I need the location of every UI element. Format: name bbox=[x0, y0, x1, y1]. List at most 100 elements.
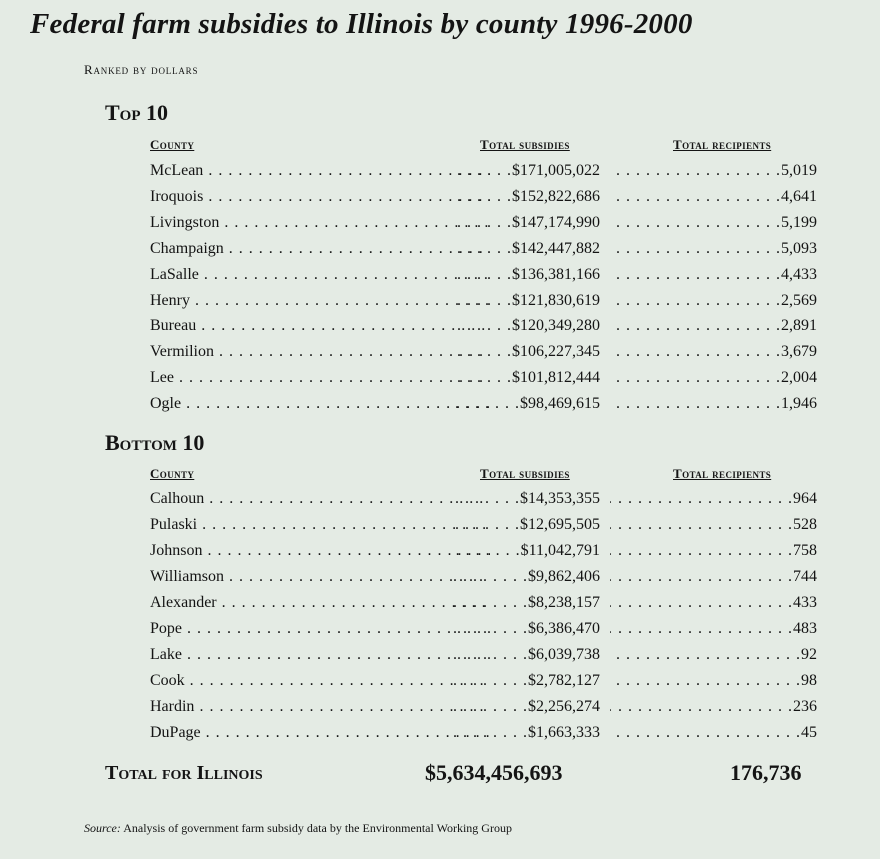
county-name: Johnson bbox=[150, 540, 490, 562]
table-row: Champaign $142,447,882 5,093 bbox=[150, 238, 817, 260]
county-name: Williamson bbox=[150, 566, 490, 588]
subsidy-amount-value: $6,039,738 bbox=[528, 646, 600, 663]
county-name: Iroquois bbox=[150, 186, 490, 208]
recipient-count-value: 45 bbox=[801, 724, 817, 741]
county-name-value: DuPage bbox=[150, 724, 201, 741]
county-name: Pope bbox=[150, 618, 490, 640]
source-text: Analysis of government farm subsidy data… bbox=[123, 821, 512, 835]
subsidy-amount-value: $8,238,157 bbox=[528, 594, 600, 611]
table-row: Williamson $9,862,406 744 bbox=[150, 566, 817, 588]
county-name: Ogle bbox=[150, 393, 490, 415]
table-row: Pope $6,386,470 483 bbox=[150, 618, 817, 640]
county-name: McLean bbox=[150, 160, 490, 182]
subsidy-amount: $171,005,022 bbox=[450, 160, 600, 182]
table-row: Cook $2,782,127 98 bbox=[150, 670, 817, 692]
subsidy-amount: $9,862,406 bbox=[450, 566, 600, 588]
recipient-count-value: 483 bbox=[793, 620, 817, 637]
recipient-count-value: 98 bbox=[801, 672, 817, 689]
subsidy-amount-value: $121,830,619 bbox=[512, 291, 600, 309]
subsidy-amount-value: $101,812,444 bbox=[512, 369, 600, 387]
top-recipients-header: Total recipients bbox=[673, 137, 772, 152]
source-label: Source: bbox=[84, 821, 121, 835]
county-name: Champaign bbox=[150, 238, 490, 260]
top-10-heading: Top 10 bbox=[105, 100, 169, 125]
table-row: LaSalle $136,381,166 4,433 bbox=[150, 264, 817, 286]
table-row: Johnson $11,042,791 758 bbox=[150, 540, 817, 562]
subsidy-amount: $142,447,882 bbox=[450, 238, 600, 260]
county-name: LaSalle bbox=[150, 264, 490, 286]
total-label: Total for Illinois bbox=[105, 762, 263, 784]
subsidy-amount-value: $11,042,791 bbox=[520, 542, 600, 559]
county-name-value: Champaign bbox=[150, 239, 224, 257]
table-row: Pulaski $12,695,505 528 bbox=[150, 514, 817, 536]
county-name: Cook bbox=[150, 670, 490, 692]
recipient-count-value: 744 bbox=[793, 568, 817, 585]
subsidy-amount: $106,227,345 bbox=[450, 341, 600, 363]
recipient-count-value: 5,019 bbox=[781, 162, 817, 179]
county-name: Henry bbox=[150, 290, 490, 312]
subsidy-amount-value: $1,663,333 bbox=[528, 724, 600, 741]
subsidy-amount: $11,042,791 bbox=[450, 540, 600, 562]
recipient-count: 5,199 bbox=[610, 212, 817, 234]
recipient-count: 1,946 bbox=[610, 393, 817, 415]
county-name: Livingston bbox=[150, 212, 490, 234]
county-name-value: McLean bbox=[150, 162, 204, 179]
bottom-10-heading: Bottom 10 bbox=[105, 430, 205, 455]
county-name-value: Livingston bbox=[150, 213, 220, 231]
county-name-value: Bureau bbox=[150, 317, 197, 335]
recipient-count: 236 bbox=[610, 696, 817, 718]
subsidy-amount-value: $142,447,882 bbox=[512, 239, 600, 257]
county-name-value: Ogle bbox=[150, 395, 182, 413]
county-name: Vermilion bbox=[150, 341, 490, 363]
total-subsidies: $5,634,456,693 bbox=[425, 760, 563, 785]
recipient-count-value: 528 bbox=[793, 516, 817, 533]
subsidy-amount: $120,349,280 bbox=[450, 315, 600, 337]
subsidy-amount: $1,663,333 bbox=[450, 722, 600, 744]
recipient-count: 528 bbox=[610, 514, 817, 536]
recipient-count: 2,891 bbox=[610, 315, 817, 337]
subsidy-amount: $152,822,686 bbox=[450, 186, 600, 208]
recipient-count: 5,093 bbox=[610, 238, 817, 260]
table-row: Bureau $120,349,280 2,891 bbox=[150, 315, 817, 337]
county-name: DuPage bbox=[150, 722, 490, 744]
table-row: Iroquois $152,822,686 4,641 bbox=[150, 186, 817, 208]
page-title: Federal farm subsidies to Illinois by co… bbox=[30, 8, 693, 40]
subsidy-amount: $12,695,505 bbox=[450, 514, 600, 536]
recipient-count: 45 bbox=[610, 722, 817, 744]
table-row: Hardin $2,256,274 236 bbox=[150, 696, 817, 718]
recipient-count-value: 236 bbox=[793, 698, 817, 715]
county-name-value: Hardin bbox=[150, 698, 195, 715]
table-row: Livingston $147,174,990 5,199 bbox=[150, 212, 817, 234]
county-name-value: LaSalle bbox=[150, 265, 199, 283]
recipient-count: 98 bbox=[610, 670, 817, 692]
table-row: McLean $171,005,022 5,019 bbox=[150, 160, 817, 182]
table-row: Alexander $8,238,157 433 bbox=[150, 592, 817, 614]
recipient-count-value: 92 bbox=[801, 646, 817, 663]
subsidy-amount: $14,353,355 bbox=[450, 488, 600, 510]
recipient-count: 964 bbox=[610, 488, 817, 510]
table-row: Ogle $98,469,615 1,946 bbox=[150, 393, 817, 415]
bottom-subsidies-header: Total subsidies bbox=[480, 466, 570, 481]
recipient-count-value: 433 bbox=[793, 594, 817, 611]
bottom-county-header: County bbox=[150, 466, 195, 481]
county-name-value: Calhoun bbox=[150, 490, 205, 507]
subsidy-amount: $147,174,990 bbox=[450, 212, 600, 234]
total-recipients: 176,736 bbox=[730, 760, 802, 785]
subsidy-amount-value: $106,227,345 bbox=[512, 343, 600, 361]
ranking-note: Ranked by dollars bbox=[84, 62, 199, 77]
recipient-count-value: 4,641 bbox=[781, 187, 817, 205]
subsidy-amount: $98,469,615 bbox=[450, 393, 600, 415]
recipient-count: 433 bbox=[610, 592, 817, 614]
subsidy-amount-value: $2,782,127 bbox=[528, 672, 600, 689]
county-name: Pulaski bbox=[150, 514, 490, 536]
table-row: DuPage $1,663,333 45 bbox=[150, 722, 817, 744]
recipient-count: 744 bbox=[610, 566, 817, 588]
recipient-count-value: 4,433 bbox=[781, 265, 817, 283]
source-note: Source: Analysis of government farm subs… bbox=[84, 821, 512, 836]
recipient-count-value: 5,093 bbox=[781, 239, 817, 257]
county-name-value: Lee bbox=[150, 369, 174, 387]
subsidy-amount-value: $136,381,166 bbox=[512, 265, 600, 283]
county-name-value: Pulaski bbox=[150, 516, 198, 533]
subsidy-amount-value: $147,174,990 bbox=[512, 213, 600, 231]
subsidy-amount: $2,256,274 bbox=[450, 696, 600, 718]
